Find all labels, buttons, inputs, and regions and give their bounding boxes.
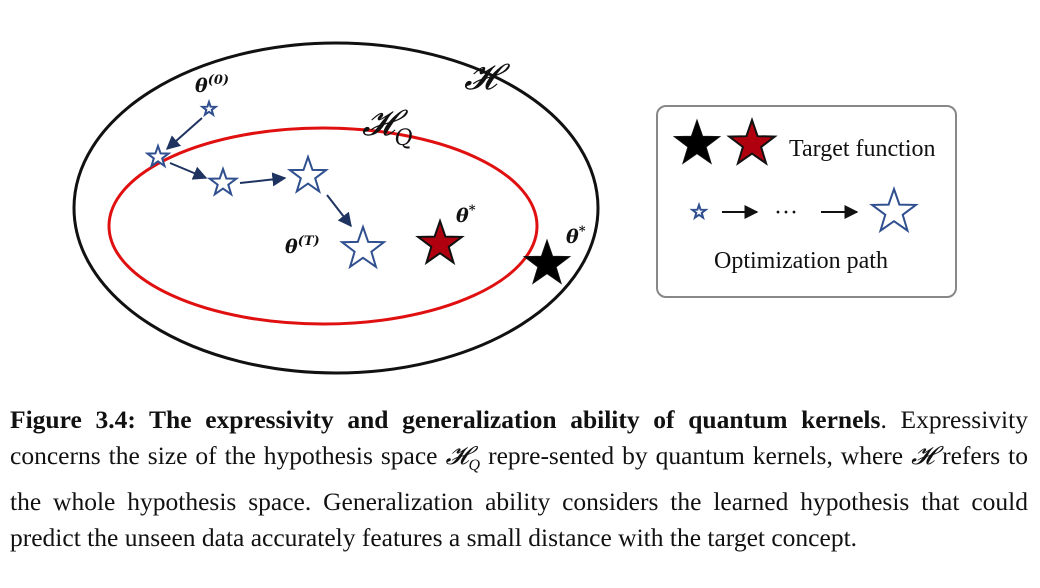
legend-target-label: Target function xyxy=(789,136,936,162)
inner-space-subscript: Q xyxy=(394,126,412,151)
caption-hq-symbol: 𝓗Q xyxy=(445,441,481,475)
outer-hypothesis-space xyxy=(72,41,600,375)
caption-text-2: repre-sented by quantum kernels, where xyxy=(480,441,912,470)
figure-caption: Figure 3.4: The expressivity and general… xyxy=(10,402,1028,556)
legend-box xyxy=(656,105,957,298)
path-arrow-1 xyxy=(165,117,203,150)
legend-path-large-star-icon xyxy=(869,185,919,234)
target-star-black-icon xyxy=(522,238,572,285)
theta-final-label: θ(T) xyxy=(285,234,320,258)
path-star-final-icon xyxy=(339,223,387,270)
hypothesis-space-diagram: 𝓗 𝓗Q θ(0) θ(T) θ* θ* Target function ···… xyxy=(72,41,957,375)
path-star-2-icon xyxy=(144,142,172,169)
caption-label: Figure 3.4: The expressivity and general… xyxy=(10,405,881,434)
theta-star-outer-label: θ* xyxy=(566,224,586,248)
path-star-initial-icon xyxy=(199,98,219,118)
legend-ellipsis: ··· xyxy=(774,200,798,226)
path-star-4-icon xyxy=(286,153,330,194)
caption-text-1: . Expressivity concerns the size of the … xyxy=(10,405,1028,470)
caption-h-symbol: 𝓗 xyxy=(911,441,935,470)
legend-star-red-icon xyxy=(726,116,778,166)
outer-space-label: 𝓗 xyxy=(464,57,511,98)
path-arrow-2 xyxy=(169,162,208,180)
optimization-path xyxy=(144,98,387,270)
caption-text-3: refers to the whole hypothesis space. Ge… xyxy=(10,441,1028,553)
legend-path-small-star-icon xyxy=(689,201,709,221)
path-star-3-icon xyxy=(206,165,240,197)
inner-space-label: 𝓗Q xyxy=(362,103,413,151)
theta-star-inner-label: θ* xyxy=(456,203,476,227)
legend-path-label: Optimization path xyxy=(714,248,888,274)
path-arrow-4 xyxy=(326,194,352,228)
target-star-red-icon xyxy=(415,217,465,266)
legend-star-black-icon xyxy=(672,118,722,165)
quantum-hypothesis-space xyxy=(107,126,539,326)
theta-initial-label: θ(0) xyxy=(195,73,229,97)
path-arrow-3 xyxy=(239,172,287,187)
